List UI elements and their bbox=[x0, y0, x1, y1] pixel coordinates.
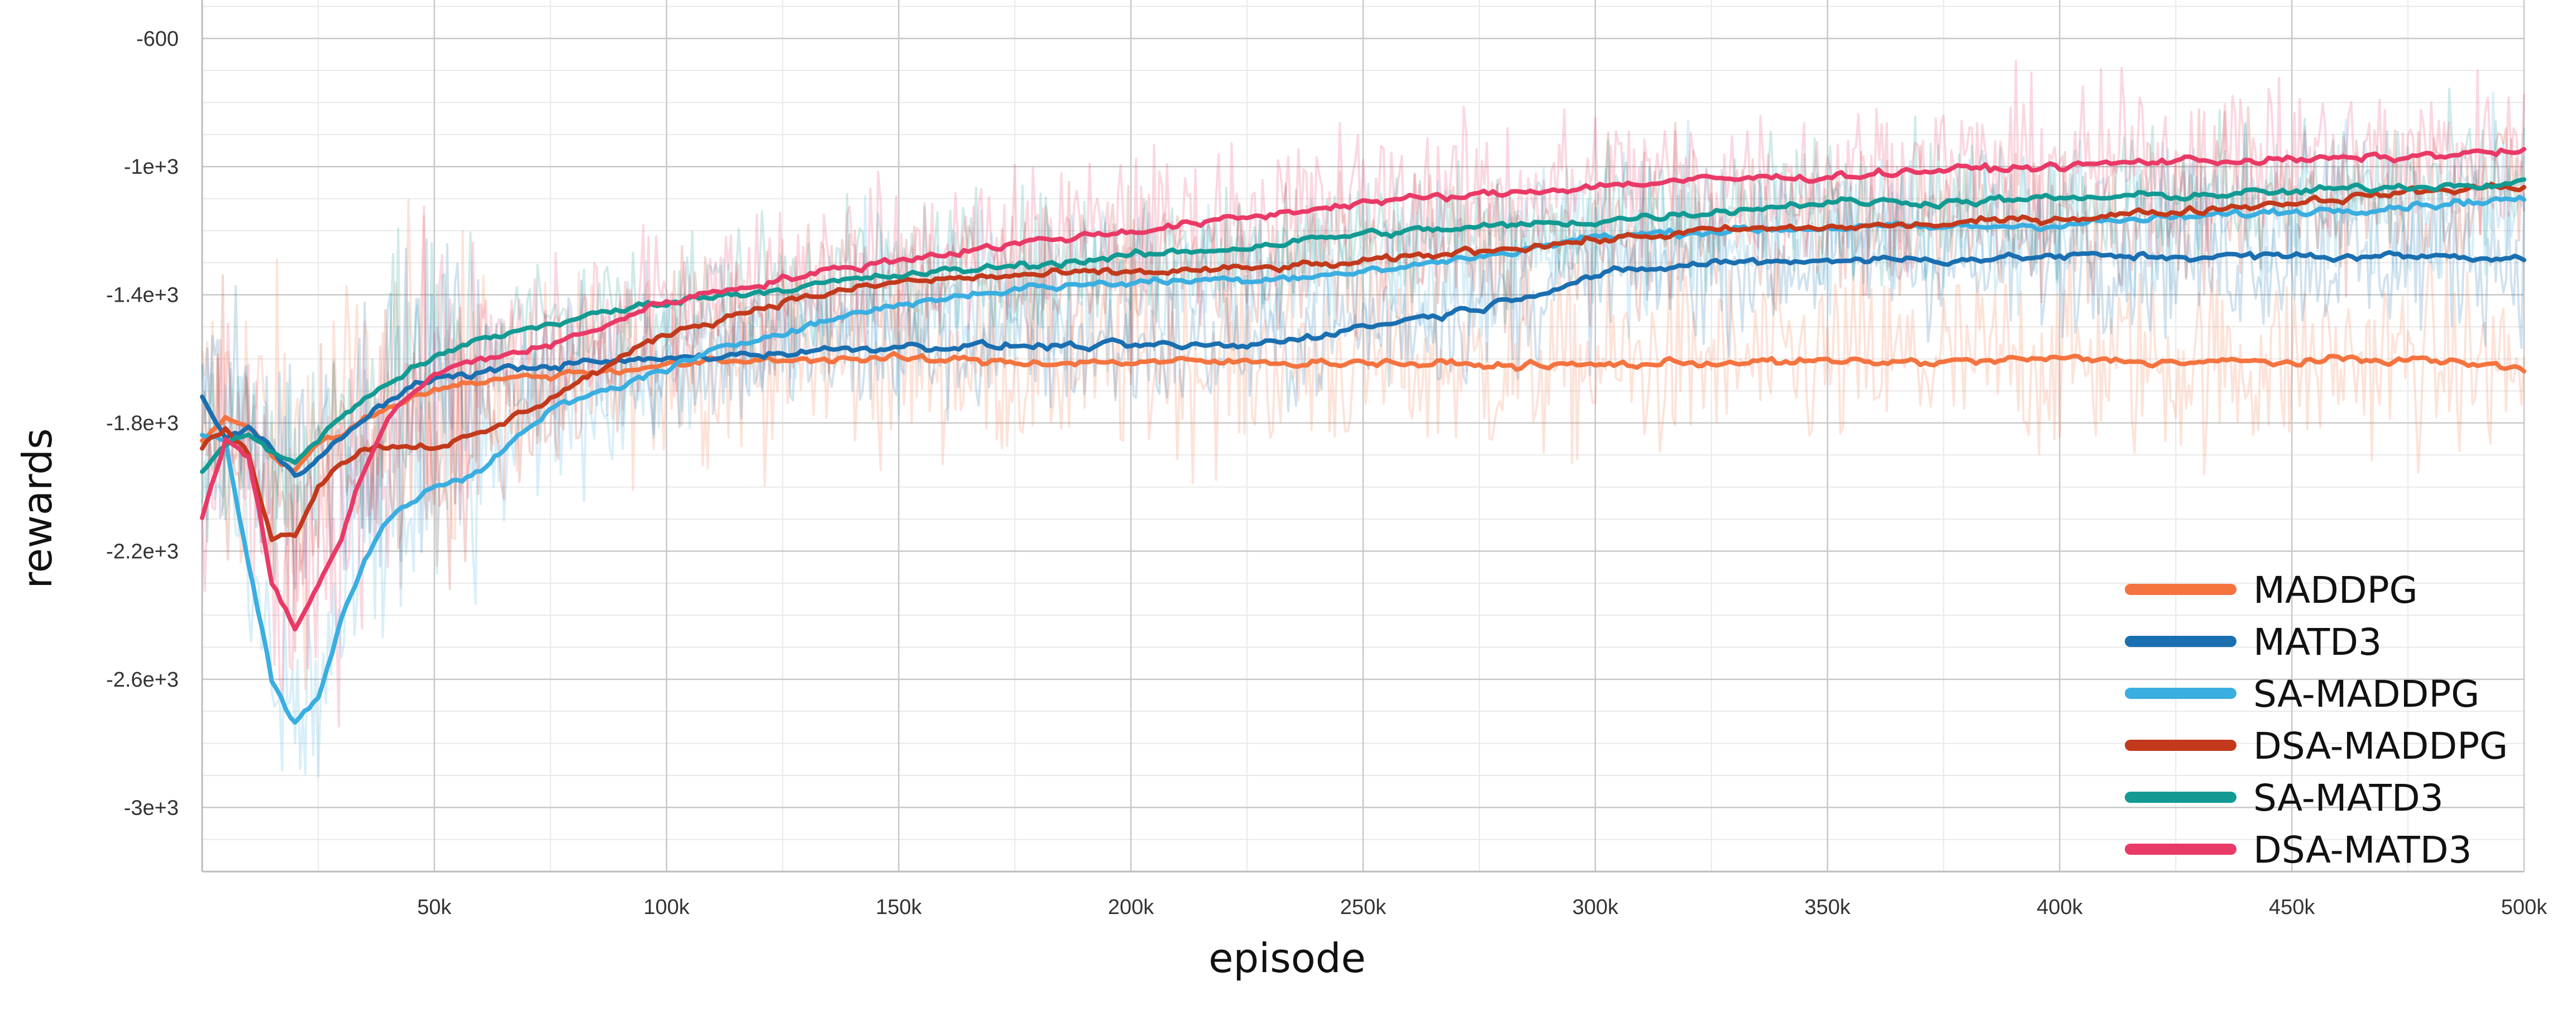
x-tick-labels: 50k 100k 150k 200k 250k 300k 350k 400k 450k 500k bbox=[417, 896, 2548, 919]
y-tick-label: -3e+3 bbox=[124, 796, 179, 820]
legend-label: MATD3 bbox=[2253, 621, 2382, 664]
legend-label: DSA-MATD3 bbox=[2253, 829, 2472, 872]
y-tick-label: -1.4e+3 bbox=[106, 284, 179, 307]
y-tick-label: -2.2e+3 bbox=[106, 540, 179, 563]
x-tick-label: 100k bbox=[643, 896, 690, 919]
series-line-dsa-matd3 bbox=[200, 147, 2526, 632]
series-line-sa-matd3 bbox=[200, 177, 2526, 474]
legend-label: SA-MADDPG bbox=[2253, 673, 2479, 716]
plot-area bbox=[200, 0, 2526, 873]
series-line-dsa-maddpg bbox=[200, 182, 2526, 542]
y-axis-title: rewards bbox=[14, 429, 61, 589]
legend-label: DSA-MADDPG bbox=[2253, 725, 2508, 768]
x-tick-label: 450k bbox=[2269, 896, 2315, 919]
series-raw-noise bbox=[201, 160, 2525, 589]
x-tick-label: 300k bbox=[1573, 896, 1619, 919]
legend-label: MADDPG bbox=[2253, 569, 2418, 612]
x-tick-label: 400k bbox=[2037, 896, 2083, 919]
series-layer bbox=[200, 147, 2526, 725]
y-tick-labels: -600 -1e+3 -1.4e+3 -1.8e+3 -2.2e+3 -2.6e+3 -3e… bbox=[106, 27, 179, 820]
x-tick-label: 350k bbox=[1804, 896, 1851, 919]
series-line-matd3 bbox=[200, 250, 2526, 478]
series-raw-noise bbox=[201, 92, 2525, 778]
y-tick-label: -600 bbox=[136, 27, 179, 51]
y-tick-label: -1.8e+3 bbox=[106, 412, 179, 435]
series-raw-noise bbox=[201, 198, 2525, 690]
legend: MADDPG MATD3 SA-MADDPG DSA-MADDPG SA-MATD3 DS… bbox=[2125, 569, 2508, 872]
x-axis-title: episode bbox=[1208, 935, 1366, 982]
y-tick-label: -1e+3 bbox=[124, 155, 179, 179]
x-tick-label: 500k bbox=[2501, 896, 2548, 919]
grid-major bbox=[201, 0, 2525, 873]
x-tick-label: 50k bbox=[417, 896, 452, 919]
series-line-sa-maddpg bbox=[200, 194, 2526, 725]
x-tick-label: 250k bbox=[1340, 896, 1387, 919]
x-tick-label: 200k bbox=[1108, 896, 1154, 919]
x-tick-label: 150k bbox=[876, 896, 922, 919]
y-tick-label: -2.6e+3 bbox=[106, 668, 179, 692]
legend-label: SA-MATD3 bbox=[2253, 777, 2444, 820]
